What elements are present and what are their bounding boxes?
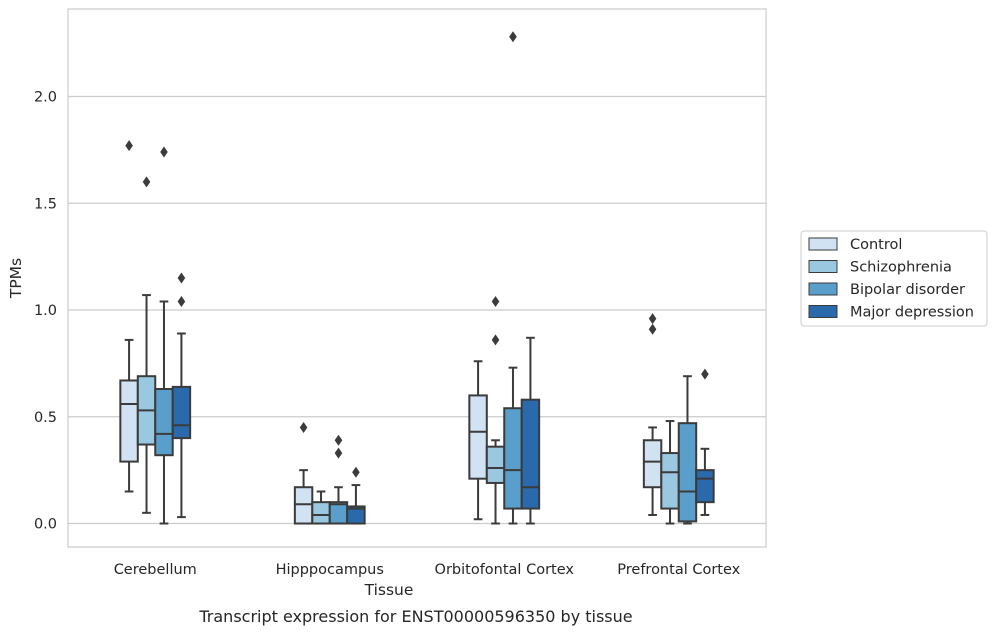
y-tick-label: 0.0	[34, 517, 57, 533]
outlier-point	[125, 140, 133, 152]
x-tick-label: Prefrontal Cortex	[617, 562, 740, 578]
box-major-depression	[695, 368, 715, 516]
outlier-point	[177, 295, 186, 307]
box-major-depression	[346, 466, 366, 525]
x-tick-label: Hipppocampus	[276, 562, 384, 578]
box-iqr	[677, 422, 698, 523]
x-axis-label: Tissue	[364, 581, 414, 599]
box-iqr	[171, 385, 192, 440]
legend-label: Major depression	[850, 305, 974, 321]
legend-swatch	[808, 305, 838, 318]
legend-swatch	[808, 282, 838, 296]
outlier-point	[334, 447, 343, 459]
outlier-point	[491, 295, 500, 307]
box-bipolar-disorder	[328, 434, 349, 525]
box-iqr	[311, 501, 331, 525]
chart-caption: Transcript expression for ENST0000059635…	[198, 607, 632, 626]
legend-label: Bipolar disorder	[850, 282, 965, 298]
outlier-point	[648, 323, 657, 335]
box-major-depression	[520, 336, 541, 525]
legend-frame	[800, 230, 988, 327]
outlier-point	[701, 368, 709, 380]
box-iqr	[468, 394, 488, 480]
x-tick-labels: Cerebellum Hipppocampus Orbitofontal Corte…	[114, 562, 741, 578]
box-schizophrenia	[136, 176, 157, 514]
box-schizophrenia	[660, 420, 680, 525]
box-control	[642, 313, 663, 516]
plot-frame	[67, 8, 767, 548]
box-iqr	[642, 439, 663, 489]
box-iqr	[154, 388, 174, 457]
outlier-point	[352, 466, 360, 478]
outlier-point	[491, 334, 500, 346]
box-iqr	[293, 486, 314, 525]
box-major-depression	[171, 272, 192, 519]
outlier-point	[509, 31, 517, 43]
box-control	[468, 360, 488, 521]
box-iqr	[346, 505, 366, 525]
legend-swatch	[808, 237, 838, 251]
y-tick-label: 1.5	[34, 196, 57, 212]
box-iqr	[485, 445, 506, 484]
outlier-point	[334, 434, 343, 446]
box-iqr	[520, 398, 541, 510]
legend-label: Schizophrenia	[850, 260, 952, 276]
outlier-point	[648, 313, 657, 325]
x-tick-label: Orbitofontal Cortex	[435, 562, 575, 578]
outlier-point	[299, 421, 308, 433]
y-axis-label: TPMs	[7, 258, 25, 299]
box-schizophrenia	[485, 295, 506, 525]
box-iqr	[695, 469, 715, 504]
box-iqr	[328, 501, 349, 525]
outlier-point	[160, 146, 168, 158]
outlier-point	[142, 176, 151, 188]
y-tick-label: 2.0	[34, 90, 57, 106]
legend-swatch	[808, 260, 838, 273]
y-tick-label: 0.5	[34, 410, 57, 426]
box-bipolar-disorder	[677, 375, 698, 525]
box-schizophrenia	[311, 490, 331, 525]
y-tick-labels: 0.0 0.5 1.0 1.5 2.0	[34, 90, 57, 533]
x-tick-label: Cerebellum	[114, 562, 197, 578]
box-bipolar-disorder	[503, 31, 523, 525]
y-tick-label: 1.0	[34, 303, 57, 319]
box-iqr	[119, 379, 139, 463]
box-series	[119, 31, 715, 525]
box-iqr	[503, 407, 523, 510]
legend-label: Control	[850, 237, 902, 253]
box-control	[119, 140, 139, 493]
box-control	[293, 421, 314, 525]
legend: Control Schizophrenia Bipolar disorder Majo…	[800, 230, 988, 327]
box-iqr	[660, 452, 680, 510]
outlier-point	[177, 272, 186, 284]
